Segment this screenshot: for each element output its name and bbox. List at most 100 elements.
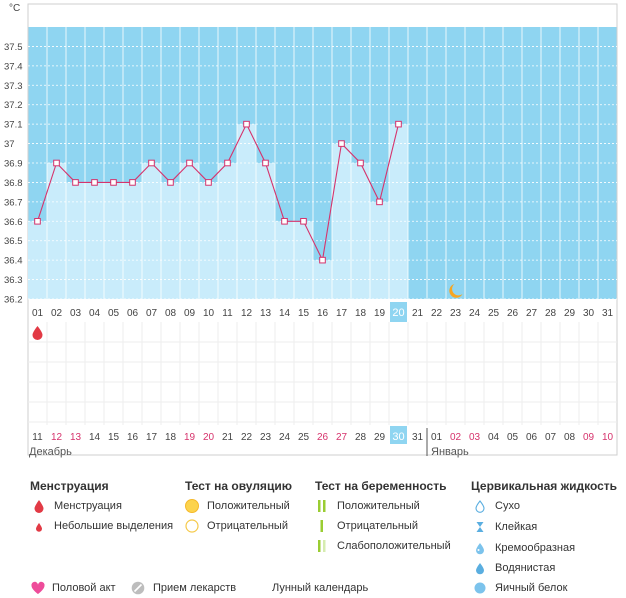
legend-cervical-sticky-label: Клейкая: [495, 521, 538, 533]
legend-pregnancy-positive-label: Положительный: [337, 500, 420, 512]
legend-ovulation-negative-label: Отрицательный: [207, 520, 288, 532]
x-top-label: 14: [279, 308, 291, 319]
y-tick-label: 37.2: [4, 100, 23, 111]
x-top-label: 06: [127, 308, 139, 319]
two-bars-icon: [315, 499, 331, 513]
legend-pregnancy-negative-label: Отрицательный: [337, 520, 418, 532]
temperature-point: [129, 179, 136, 186]
temperature-point: [34, 217, 41, 225]
drop-large-icon: [32, 499, 48, 513]
x-bottom-label: 04: [488, 432, 500, 443]
drop-small-icon: [32, 519, 48, 533]
legend-medication: Прием лекарств: [131, 581, 236, 595]
legend-spotting-label: Небольшие выделения: [54, 520, 174, 532]
legend-lunar: Лунный календарь: [250, 581, 368, 595]
temp-column: [313, 260, 332, 299]
temp-column: [180, 163, 199, 299]
x-top-label: 13: [260, 308, 272, 319]
y-tick-label: 36.3: [4, 275, 23, 286]
current-day-highlight: [390, 302, 407, 322]
legend-cervical-watery-label: Водянистая: [495, 562, 556, 574]
x-top-label: 26: [507, 308, 519, 319]
x-top-label: 12: [241, 308, 253, 319]
legend-cervical-eggwhite: Яичный белок: [473, 581, 567, 595]
legend-menstruation-title: Менструация: [30, 479, 109, 493]
x-bottom-label: 20: [203, 432, 215, 443]
current-day-highlight-bottom: [390, 426, 407, 444]
y-tick-label: 36.8: [4, 178, 23, 189]
x-top-label: 10: [203, 308, 215, 319]
legend-cervical-creamy-label: Кремообразная: [495, 542, 576, 554]
y-tick-label: 36.9: [4, 159, 23, 170]
x-top-label: 04: [89, 308, 101, 319]
y-tick-label: 36.4: [4, 256, 23, 267]
temperature-point: [376, 198, 383, 206]
x-top-label: 15: [298, 308, 310, 319]
legend-cervical-dry-label: Сухо: [495, 500, 520, 512]
temp-column: [47, 163, 66, 299]
drop-outline-icon: [473, 499, 489, 513]
legend-cervical-creamy: Кремообразная: [473, 541, 575, 555]
y-tick-label: 36.2: [4, 295, 23, 306]
x-bottom-label: 22: [241, 432, 253, 443]
x-top-label: 29: [564, 308, 576, 319]
legend-ovulation-positive-label: Положительный: [207, 500, 290, 512]
y-tick-label: 36.6: [4, 217, 23, 228]
temp-column: [237, 124, 256, 300]
x-bottom-label: 31: [412, 432, 424, 443]
x-bottom-label: 16: [127, 432, 139, 443]
temperature-point: [148, 159, 155, 167]
circle-filled-icon: [185, 499, 201, 513]
legend-ovulation-negative: Отрицательный: [185, 519, 288, 533]
x-top-label: 21: [412, 308, 424, 319]
x-top-label: 18: [355, 308, 367, 319]
x-top-label: 02: [51, 308, 63, 319]
pill-icon: [131, 581, 147, 595]
x-bottom-label: 07: [545, 432, 557, 443]
temp-column: [161, 182, 180, 299]
drop-filled-icon: [473, 561, 489, 575]
temperature-point: [205, 179, 212, 186]
legend-pregnancy-negative: Отрицательный: [315, 519, 418, 533]
y-tick-label: 37.1: [4, 120, 23, 131]
legend-cervical-sticky: Клейкая: [473, 520, 537, 534]
x-top-label: 09: [184, 308, 196, 319]
x-top-label: 22: [431, 308, 443, 319]
temp-column: [351, 163, 370, 299]
legend-intercourse: Половой акт: [30, 581, 116, 595]
x-bottom-label: 01: [431, 432, 443, 443]
x-bottom-label: 25: [298, 432, 310, 443]
x-top-label: 05: [108, 308, 120, 319]
x-bottom-label: 06: [526, 432, 538, 443]
moon-icon: [250, 581, 266, 595]
x-top-label: 23: [450, 308, 462, 319]
temperature-point: [300, 217, 307, 225]
x-top-label: 28: [545, 308, 557, 319]
legend-cervical-dry: Сухо: [473, 499, 520, 513]
x-bottom-label: 14: [89, 432, 101, 443]
temperature-point: [319, 256, 326, 264]
x-top-label: 30: [583, 308, 595, 319]
x-bottom-label: 02: [450, 432, 462, 443]
temp-column: [389, 124, 408, 300]
x-top-label: 27: [526, 308, 538, 319]
x-top-label: 07: [146, 308, 158, 319]
legend-pregnancy-weak-label: Слабоположительный: [337, 540, 451, 552]
circle-blue-icon: [473, 581, 489, 595]
temperature-point: [53, 159, 60, 167]
legend-pregnancy-weak: Слабоположительный: [315, 539, 451, 553]
legend-cervical-eggwhite-label: Яичный белок: [495, 582, 568, 594]
x-bottom-label: 30: [392, 431, 404, 443]
faint-bars-icon: [315, 539, 331, 553]
heart-icon: [30, 581, 46, 595]
temperature-point: [224, 159, 231, 167]
temperature-point: [110, 179, 117, 186]
x-bottom-label: 09: [583, 432, 595, 443]
x-bottom-label: 23: [260, 432, 272, 443]
month-label: Январь: [431, 446, 469, 458]
temperature-point: [91, 179, 98, 186]
legend-ovulation-positive: Положительный: [185, 499, 290, 513]
legend-menstruation-item: Менструация: [32, 499, 122, 513]
x-bottom-label: 29: [374, 432, 386, 443]
month-label: Декабрь: [29, 446, 72, 458]
